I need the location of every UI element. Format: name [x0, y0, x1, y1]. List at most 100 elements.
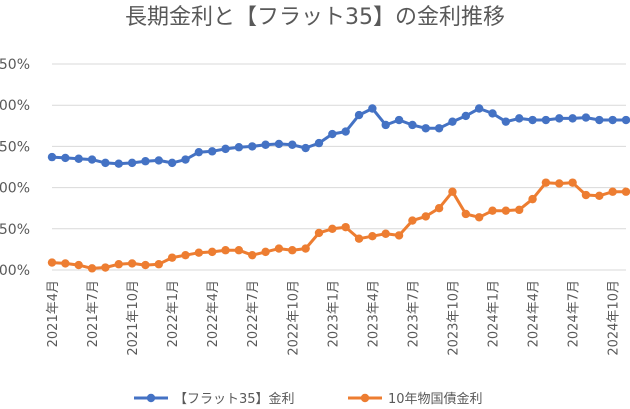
data-point: [581, 190, 591, 200]
data-point: [74, 260, 83, 270]
data-point: [248, 142, 257, 151]
x-tick-label: 2022年1月: [166, 280, 181, 347]
data-point: [621, 115, 630, 125]
data-point: [461, 111, 471, 121]
legend-item: 10年物国債金利: [348, 391, 483, 407]
data-point: [141, 157, 150, 166]
data-point: [207, 247, 217, 257]
data-point: [501, 206, 511, 215]
data-point: [61, 259, 70, 268]
x-tick-label: 2023年10月: [446, 280, 461, 356]
data-point: [381, 120, 390, 130]
data-point: [114, 159, 123, 168]
x-tick-label: 2022年10月: [286, 280, 301, 356]
legend-label: 10年物国債金利: [388, 391, 483, 407]
data-point: [167, 158, 177, 168]
series-line: [51, 107, 626, 166]
data-point: [261, 140, 270, 149]
data-point: [595, 115, 604, 125]
legend: 【フラット35】金利 10年物国債金利: [134, 391, 483, 407]
x-tick-label: 2021年7月: [86, 280, 101, 347]
x-tick-label: 2022年4月: [206, 280, 221, 347]
data-point: [74, 154, 83, 163]
data-point: [448, 117, 457, 126]
data-point: [207, 147, 217, 156]
y-tick-label: 0.50%: [0, 222, 30, 238]
data-point: [274, 244, 284, 253]
data-point: [154, 156, 163, 165]
data-point: [501, 117, 511, 126]
data-point: [421, 124, 430, 133]
data-point: [221, 144, 230, 154]
data-point: [301, 143, 310, 153]
y-tick-label: 1.00%: [0, 181, 30, 197]
data-point: [474, 104, 484, 113]
y-tick-label: 1.50%: [0, 139, 30, 155]
x-axis-tick-labels: 2021年4月 2021年7月 2021年10月 2022年1月 2022年4月 2022…: [46, 280, 622, 356]
data-point: [234, 143, 244, 152]
data-point: [194, 147, 204, 157]
data-point: [234, 246, 244, 255]
data-point: [101, 263, 110, 272]
y-tick-label: 0.00%: [0, 263, 30, 279]
x-tick-label: 2021年4月: [46, 280, 61, 347]
x-tick-label: 2022年7月: [246, 280, 261, 347]
data-point: [314, 138, 324, 148]
data-point: [114, 260, 123, 269]
x-tick-label: 2024年7月: [567, 280, 582, 347]
legend-swatch-marker: [146, 393, 156, 403]
data-point: [555, 114, 564, 123]
data-point: [87, 155, 97, 164]
data-point: [127, 158, 137, 168]
gridlines: [52, 63, 626, 271]
data-point: [434, 124, 444, 133]
y-axis-tick-labels: 0.00% 0.50% 1.00% 1.50% 2.00% 2.50%: [0, 57, 30, 279]
data-point: [328, 129, 337, 139]
legend-item: 【フラット35】金利: [134, 391, 295, 407]
y-tick-label: 2.50%: [0, 57, 30, 73]
data-point: [434, 204, 444, 213]
data-point: [274, 139, 284, 149]
x-tick-label: 2023年7月: [406, 280, 421, 347]
data-point: [568, 178, 577, 187]
data-point: [394, 115, 404, 125]
x-tick-label: 2023年4月: [366, 280, 381, 347]
data-point: [101, 158, 110, 168]
data-point: [61, 153, 70, 163]
series-line: [51, 181, 626, 270]
legend-swatch-marker: [360, 393, 370, 403]
data-point: [474, 213, 484, 222]
data-point: [515, 205, 524, 215]
data-point: [261, 247, 270, 257]
data-point: [47, 152, 57, 162]
data-point: [194, 248, 204, 257]
chart-title: 長期金利と【フラット35】の金利推移: [125, 5, 505, 30]
x-tick-label: 2021年10月: [126, 280, 141, 356]
x-tick-label: 2024年4月: [527, 280, 542, 347]
data-point: [381, 229, 390, 238]
data-point: [488, 109, 497, 118]
data-point: [528, 194, 537, 204]
x-tick-label: 2024年10月: [607, 280, 622, 356]
data-point: [595, 191, 604, 201]
data-point: [368, 232, 377, 241]
legend-label: 【フラット35】金利: [174, 391, 295, 407]
data-point: [288, 246, 297, 255]
x-tick-label: 2023年1月: [326, 280, 341, 347]
data-point: [608, 187, 617, 196]
data-point: [341, 127, 350, 136]
data-point: [154, 260, 163, 269]
series-2: [47, 178, 630, 273]
x-tick-label: 2024年1月: [487, 280, 502, 347]
data-point: [608, 115, 617, 125]
data-point: [555, 179, 564, 188]
data-point: [127, 259, 137, 268]
data-point: [328, 224, 337, 233]
data-point: [341, 222, 350, 232]
data-point: [314, 228, 324, 238]
data-point: [181, 155, 190, 164]
data-point: [87, 264, 97, 273]
data-point: [47, 258, 57, 267]
data-point: [354, 110, 364, 120]
